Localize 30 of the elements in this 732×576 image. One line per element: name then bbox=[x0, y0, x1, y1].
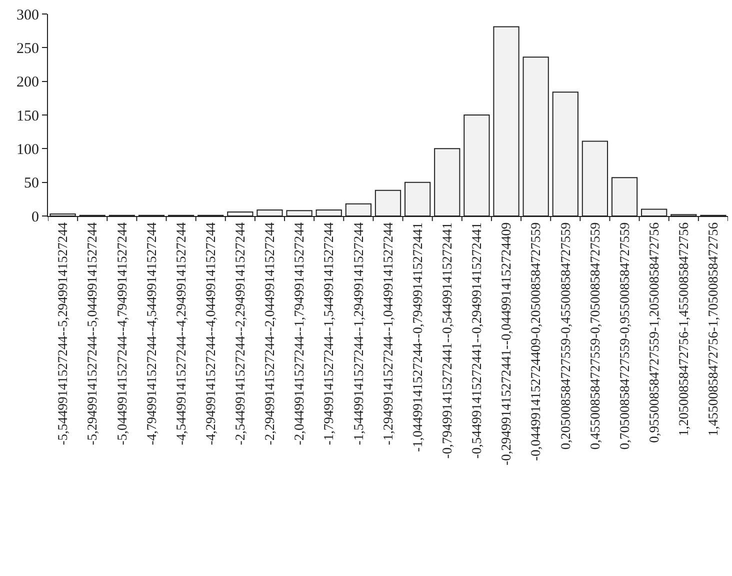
x-tick-label: -2,04499141527244--1,79499141527244 bbox=[292, 222, 307, 446]
x-tick-label: -0,794991415272441--0,544991415272441 bbox=[440, 222, 455, 459]
y-tick-label: 100 bbox=[16, 142, 39, 158]
x-tick-label: -1,04499141527244--0,794991415272441 bbox=[410, 222, 425, 452]
x-tick-label: -4,29499141527244--4,04499141527244 bbox=[202, 222, 218, 446]
x-tick-label: -5,04499141527244--4,79499141527244 bbox=[114, 222, 130, 446]
x-tick-label: -2,54499141527244--2,29499141527244 bbox=[232, 222, 248, 446]
x-tick-label: -0,294991415272441--0,0449914152724409 bbox=[498, 222, 514, 466]
x-tick-label: 0,205008584727559-0,455008584727559 bbox=[558, 222, 573, 450]
x-tick-label: -4,79499141527244--4,54499141527244 bbox=[144, 222, 159, 446]
x-tick-label: -1,79499141527244--1,54499141527244 bbox=[321, 222, 336, 446]
y-tick-label: 150 bbox=[16, 108, 39, 124]
x-tick-label: 0,955008584727559-1,20500858472756 bbox=[646, 222, 662, 443]
x-tick-label: 1,20500858472756-1,45500858472756 bbox=[676, 222, 692, 436]
x-tick-label: 0,455008584727559-0,705008584727559 bbox=[587, 222, 602, 450]
y-tick-label: 50 bbox=[24, 176, 39, 192]
y-tick-label: 0 bbox=[32, 209, 39, 226]
y-tick-label: 250 bbox=[16, 40, 39, 57]
x-tick-label: 0,705008584727559-0,955008584727559 bbox=[616, 222, 632, 450]
x-tick-label: 1,45500858472756-1,70500858472756 bbox=[706, 222, 721, 436]
x-tick-label: -1,29499141527244--1,04499141527244 bbox=[380, 222, 396, 446]
x-tick-label: -5,29499141527244--5,04499141527244 bbox=[84, 222, 100, 446]
y-tick-label: 200 bbox=[16, 74, 39, 91]
x-tick-label: -0,0449914152724409-0,205008584727559 bbox=[528, 222, 544, 461]
y-tick-label: 300 bbox=[16, 7, 39, 24]
x-tick-label: -4,54499141527244--4,29499141527244 bbox=[173, 222, 188, 446]
x-tick-label: -0,544991415272441--0,294991415272441 bbox=[469, 222, 484, 459]
x-tick-label: -1,54499141527244--1,29499141527244 bbox=[350, 222, 366, 446]
x-tick-label: -2,29499141527244--2,04499141527244 bbox=[262, 222, 278, 446]
x-tick-label: -5,54499141527244--5,29499141527244 bbox=[55, 222, 70, 446]
